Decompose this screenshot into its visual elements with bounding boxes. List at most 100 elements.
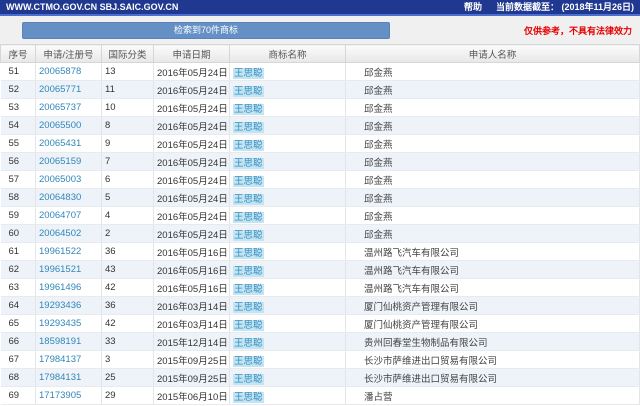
reg-number-link[interactable]: 20064707	[39, 210, 82, 221]
cell-reg-number: 20064830	[35, 188, 102, 207]
trademark-link[interactable]: 王思聪	[233, 67, 264, 79]
reg-number-link[interactable]: 20064502	[39, 228, 82, 239]
results-table: 序号 申请/注册号 国际分类 申请日期 商标名称 申请人名称 51 200658…	[0, 44, 640, 405]
cell-index: 52	[0, 80, 36, 99]
cell-intl-class: 11	[101, 80, 154, 99]
reg-number-link[interactable]: 20065771	[39, 84, 82, 95]
cell-index: 69	[0, 386, 36, 405]
table-row: 61 19961522 36 2016年05月16日 王思聪 温州路飞汽车有限公…	[0, 242, 640, 261]
reg-number-link[interactable]: 20065003	[39, 174, 82, 185]
cell-reg-number: 19961522	[35, 242, 102, 261]
cell-apply-date: 2016年05月24日	[153, 152, 230, 171]
trademark-link[interactable]: 王思聪	[233, 319, 264, 331]
reg-number-link[interactable]: 20065500	[39, 120, 82, 131]
trademark-link[interactable]: 王思聪	[233, 85, 264, 97]
trademark-link[interactable]: 王思聪	[233, 139, 264, 151]
reg-number-link[interactable]: 18598191	[39, 336, 82, 347]
cell-index: 63	[0, 278, 36, 297]
cell-reg-number: 19961496	[35, 278, 102, 297]
trademark-link[interactable]: 王思聪	[233, 121, 264, 133]
cell-apply-date: 2016年05月16日	[153, 260, 230, 279]
cell-apply-date: 2016年05月16日	[153, 242, 230, 261]
trademark-link[interactable]: 王思聪	[233, 265, 264, 277]
cell-mark-name: 王思聪	[229, 260, 346, 279]
reg-number-link[interactable]: 19961496	[39, 282, 82, 293]
table-row: 67 17984137 3 2015年09月25日 王思聪 长沙市萨维进出口贸易…	[0, 350, 640, 369]
reg-number-link[interactable]: 17984131	[39, 372, 82, 383]
cell-applicant-name: 邱金燕	[345, 80, 640, 99]
trademark-link[interactable]: 王思聪	[233, 373, 264, 385]
cell-reg-number: 19293436	[35, 296, 102, 315]
table-row: 51 20065878 13 2016年05月24日 王思聪 邱金燕	[0, 62, 640, 81]
cell-intl-class: 36	[101, 296, 154, 315]
cell-mark-name: 王思聪	[229, 80, 346, 99]
header-applicant-name: 申请人名称	[345, 44, 640, 63]
cell-intl-class: 36	[101, 242, 154, 261]
table-row: 65 19293435 42 2016年03月14日 王思聪 厦门仙桃资产管理有…	[0, 314, 640, 333]
trademark-link[interactable]: 王思聪	[233, 337, 264, 349]
cell-index: 64	[0, 296, 36, 315]
table-row: 58 20064830 5 2016年05月24日 王思聪 邱金燕	[0, 188, 640, 207]
reg-number-link[interactable]: 19961521	[39, 264, 82, 275]
trademark-link[interactable]: 王思聪	[233, 103, 264, 115]
header-mark-name: 商标名称	[229, 44, 346, 63]
reg-number-link[interactable]: 19293435	[39, 318, 82, 329]
reg-number-link[interactable]: 19293436	[39, 300, 82, 311]
trademark-link[interactable]: 王思聪	[233, 211, 264, 223]
trademark-link[interactable]: 王思聪	[233, 283, 264, 295]
reg-number-link[interactable]: 17984137	[39, 354, 82, 365]
cell-applicant-name: 厦门仙桃资产管理有限公司	[345, 296, 640, 315]
trademark-link[interactable]: 王思聪	[233, 247, 264, 259]
cell-applicant-name: 邱金燕	[345, 188, 640, 207]
cell-reg-number: 17984131	[35, 368, 102, 387]
reg-number-link[interactable]: 20064830	[39, 192, 82, 203]
cell-reg-number: 20065431	[35, 134, 102, 153]
cell-apply-date: 2016年05月24日	[153, 206, 230, 225]
reg-number-link[interactable]: 20065878	[39, 66, 82, 77]
cell-intl-class: 25	[101, 368, 154, 387]
cell-reg-number: 17173905	[35, 386, 102, 405]
trademark-link[interactable]: 王思聪	[233, 157, 264, 169]
top-title-bar: WWW.CTMO.GOV.CN SBJ.SAIC.GOV.CN 帮助 当前数据截…	[0, 0, 640, 16]
cell-mark-name: 王思聪	[229, 314, 346, 333]
trademark-link[interactable]: 王思聪	[233, 355, 264, 367]
help-link[interactable]: 帮助	[463, 2, 482, 12]
cell-mark-name: 王思聪	[229, 152, 346, 171]
reg-number-link[interactable]: 20065431	[39, 138, 82, 149]
cell-applicant-name: 温州路飞汽车有限公司	[345, 278, 640, 297]
cell-mark-name: 王思聪	[229, 116, 346, 135]
cell-intl-class: 4	[101, 206, 154, 225]
cell-applicant-name: 厦门仙桃资产管理有限公司	[345, 314, 640, 333]
cell-applicant-name: 邱金燕	[345, 116, 640, 135]
disclaimer-note: 仅供参考，不具有法律效力	[523, 26, 632, 36]
cell-apply-date: 2016年05月24日	[153, 170, 230, 189]
cell-applicant-name: 温州路飞汽车有限公司	[345, 260, 640, 279]
cell-intl-class: 7	[101, 152, 154, 171]
cell-mark-name: 王思聪	[229, 278, 346, 297]
cell-intl-class: 9	[101, 134, 154, 153]
cell-mark-name: 王思聪	[229, 242, 346, 261]
cell-mark-name: 王思聪	[229, 98, 346, 117]
reg-number-link[interactable]: 17173905	[39, 390, 82, 401]
cell-intl-class: 5	[101, 188, 154, 207]
trademark-link[interactable]: 王思聪	[233, 391, 264, 403]
cell-reg-number: 20065500	[35, 116, 102, 135]
reg-number-link[interactable]: 20065159	[39, 156, 82, 167]
cell-index: 51	[0, 62, 36, 81]
cell-mark-name: 王思聪	[229, 170, 346, 189]
result-strip: 检索到70件商标 仅供参考，不具有法律效力	[0, 16, 640, 44]
trademark-link[interactable]: 王思聪	[233, 229, 264, 241]
cell-reg-number: 19961521	[35, 260, 102, 279]
trademark-link[interactable]: 王思聪	[233, 175, 264, 187]
cell-applicant-name: 贵州回春堂生物制品有限公司	[345, 332, 640, 351]
cell-apply-date: 2016年05月24日	[153, 80, 230, 99]
table-row: 59 20064707 4 2016年05月24日 王思聪 邱金燕	[0, 206, 640, 225]
cell-reg-number: 20064502	[35, 224, 102, 243]
reg-number-link[interactable]: 20065737	[39, 102, 82, 113]
reg-number-link[interactable]: 19961522	[39, 246, 82, 257]
trademark-link[interactable]: 王思聪	[233, 193, 264, 205]
cell-apply-date: 2016年05月24日	[153, 134, 230, 153]
cell-applicant-name: 长沙市萨维进出口贸易有限公司	[345, 350, 640, 369]
trademark-link[interactable]: 王思聪	[233, 301, 264, 313]
cell-mark-name: 王思聪	[229, 134, 346, 153]
